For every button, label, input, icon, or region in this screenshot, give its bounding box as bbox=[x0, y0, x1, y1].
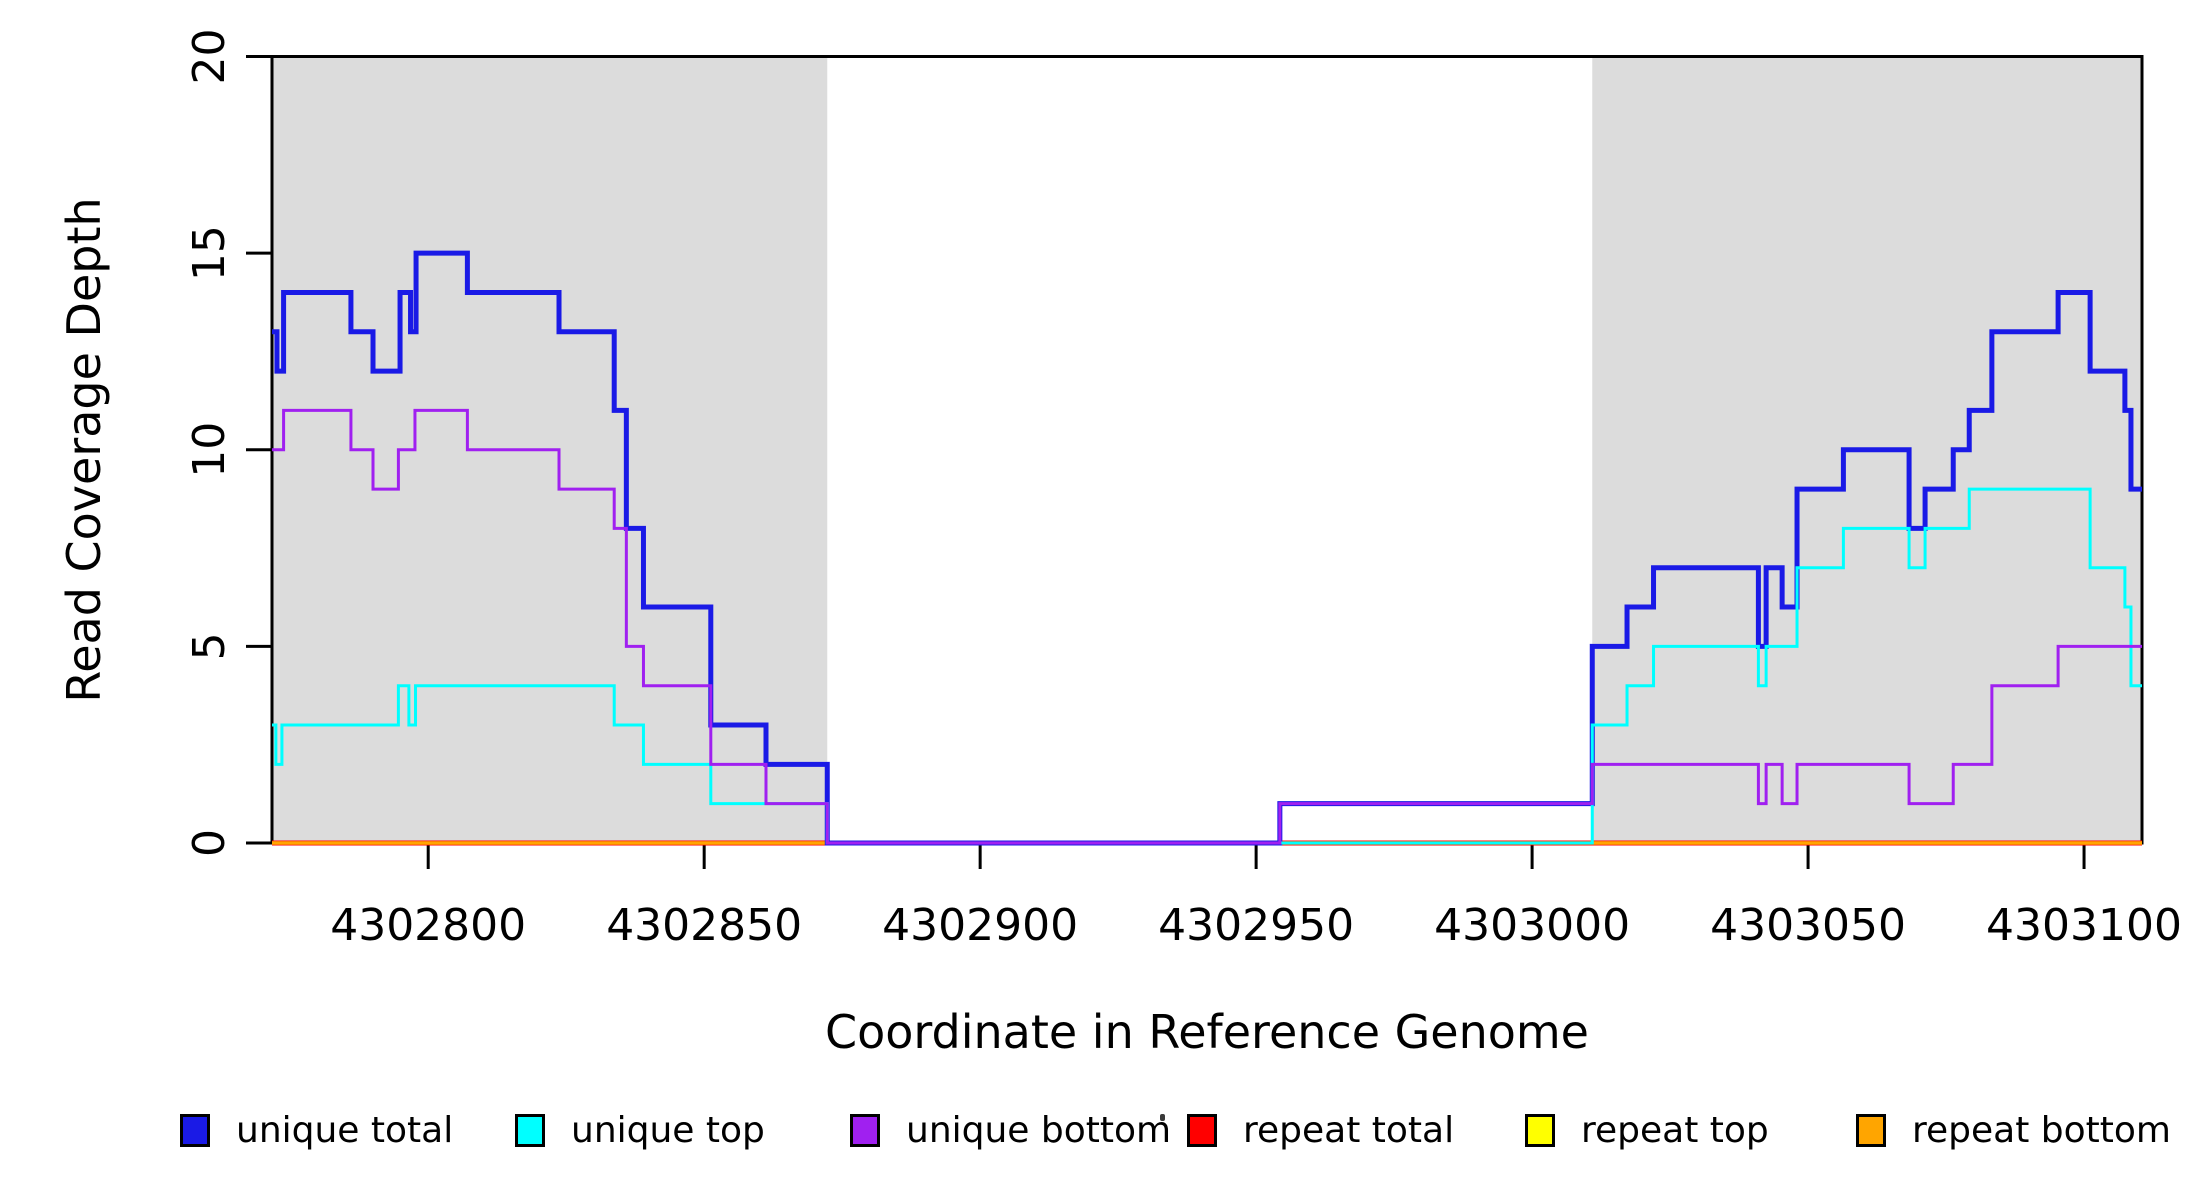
x-tick-label: 4302950 bbox=[1158, 900, 1354, 951]
legend-swatch-unique-bottom bbox=[850, 1114, 880, 1147]
legend-label: repeat total bbox=[1243, 1110, 1455, 1151]
stray-mark bbox=[1160, 1114, 1165, 1121]
x-tick-label: 4303050 bbox=[1710, 900, 1906, 951]
x-tick-label: 4302900 bbox=[882, 900, 1078, 951]
x-tick-label: 4303100 bbox=[1986, 900, 2182, 951]
legend-label: repeat top bbox=[1581, 1110, 1769, 1151]
legend-swatch-unique-total bbox=[180, 1114, 210, 1147]
y-tick-label: 5 bbox=[184, 632, 235, 660]
series-lines bbox=[272, 250, 2142, 846]
legend-item-repeat-bottom: repeat bottom bbox=[1856, 1110, 2171, 1151]
y-tick-label: 15 bbox=[184, 225, 235, 281]
y-tick-label: 0 bbox=[184, 829, 235, 857]
legend-label: repeat bottom bbox=[1912, 1110, 2171, 1151]
y-axis: 0 5 10 15 20 bbox=[184, 29, 272, 857]
legend: unique total unique top unique bottom re… bbox=[0, 1110, 2200, 1200]
legend-swatch-repeat-total bbox=[1187, 1114, 1217, 1147]
x-tick-label: 4303000 bbox=[1434, 900, 1630, 951]
x-axis: 4302800 4302850 4302900 4302950 4303000 43030… bbox=[330, 843, 2182, 951]
series-line-unique-top bbox=[272, 487, 2142, 845]
y-tick-label: 20 bbox=[184, 29, 235, 85]
x-tick-label: 4302800 bbox=[330, 900, 526, 951]
series-line-unique-bottom bbox=[272, 408, 2142, 845]
legend-item-repeat-top: repeat top bbox=[1525, 1110, 1769, 1151]
legend-item-repeat-total: repeat total bbox=[1187, 1110, 1454, 1151]
legend-label: unique bottom bbox=[906, 1110, 1172, 1151]
legend-item-unique-total: unique total bbox=[180, 1110, 453, 1151]
legend-label: unique total bbox=[236, 1110, 454, 1151]
legend-item-unique-top: unique top bbox=[515, 1110, 765, 1151]
legend-swatch-repeat-top bbox=[1525, 1114, 1555, 1147]
legend-item-unique-bottom: unique bottom bbox=[850, 1110, 1171, 1151]
legend-swatch-repeat-bottom bbox=[1856, 1114, 1886, 1147]
x-tick-label: 4302850 bbox=[606, 900, 802, 951]
y-tick-label: 10 bbox=[184, 422, 235, 478]
y-axis-title: Read Coverage Depth bbox=[57, 197, 111, 702]
x-axis-title: Coordinate in Reference Genome bbox=[825, 1005, 1589, 1059]
legend-swatch-unique-top bbox=[515, 1114, 545, 1147]
legend-label: unique top bbox=[571, 1110, 765, 1151]
